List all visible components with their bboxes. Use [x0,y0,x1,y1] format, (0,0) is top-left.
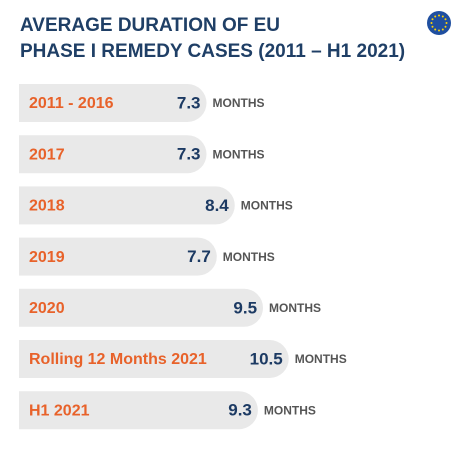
unit-label: MONTHS [269,301,321,315]
unit-label: MONTHS [241,199,293,213]
category-label: H1 2021 [29,402,90,419]
category-label: Rolling 12 Months 2021 [29,351,207,368]
unit-label: MONTHS [295,352,347,366]
value-label: 8.4 [205,196,229,215]
chart-title: PHASE I REMEDY CASES (2011 – H1 2021) [20,41,405,62]
category-label: 2017 [29,146,65,163]
category-label: 2019 [29,249,65,266]
unit-label: MONTHS [213,147,265,161]
unit-label: MONTHS [223,250,275,264]
category-label: 2018 [29,198,65,215]
value-label: 7.3 [177,93,201,112]
unit-label: MONTHS [264,403,316,417]
bar [19,186,235,225]
bar [19,135,207,174]
value-label: 7.7 [187,247,211,266]
value-label: 9.3 [228,401,252,420]
unit-label: MONTHS [213,96,265,110]
value-label: 7.3 [177,145,201,164]
bar [19,340,289,378]
eu-flag-icon [427,11,451,35]
chart-title: AVERAGE DURATION OF EU [20,15,280,36]
category-label: 2011 - 2016 [29,95,114,112]
bar [19,237,217,276]
bar [19,391,258,430]
category-label: 2020 [29,300,65,317]
value-label: 9.5 [233,298,257,317]
value-label: 10.5 [250,349,283,368]
bar [19,288,264,327]
bar [19,84,207,122]
